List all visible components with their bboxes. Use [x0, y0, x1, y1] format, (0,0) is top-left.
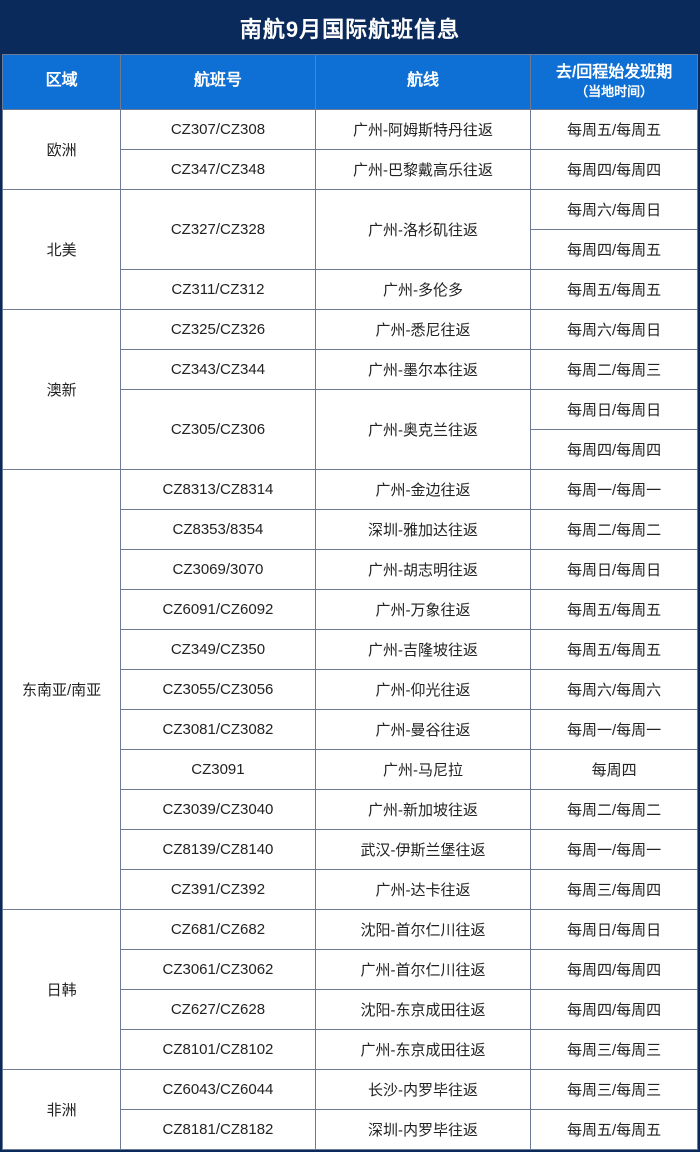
schedule-cell: 每周四/每周四: [531, 429, 698, 469]
schedule-cell: 每周日/每周日: [531, 389, 698, 429]
schedule-cell: 每周四/每周四: [531, 989, 698, 1029]
schedule-cell: 每周五/每周五: [531, 1109, 698, 1149]
table-row: 日韩CZ681/CZ682沈阳-首尔仁川往返每周日/每周日: [3, 909, 698, 949]
schedule-cell: 每周四/每周四: [531, 149, 698, 189]
col-header-flight: 航班号: [121, 55, 316, 110]
flight-number-cell: CZ3061/CZ3062: [121, 949, 316, 989]
schedule-cell: 每周五/每周五: [531, 269, 698, 309]
flight-number-cell: CZ8101/CZ8102: [121, 1029, 316, 1069]
route-cell: 广州-悉尼往返: [315, 309, 530, 349]
flight-table: 区域 航班号 航线 去/回程始发班期 （当地时间） 欧洲CZ307/CZ308广…: [2, 54, 698, 1150]
route-cell: 长沙-内罗毕往返: [315, 1069, 530, 1109]
flight-number-cell: CZ307/CZ308: [121, 109, 316, 149]
schedule-cell: 每周日/每周日: [531, 549, 698, 589]
region-cell: 欧洲: [3, 109, 121, 189]
route-cell: 深圳-雅加达往返: [315, 509, 530, 549]
table-row: 北美CZ327/CZ328广州-洛杉矶往返每周六/每周日: [3, 189, 698, 229]
route-cell: 广州-多伦多: [315, 269, 530, 309]
schedule-cell: 每周三/每周三: [531, 1069, 698, 1109]
flight-number-cell: CZ6043/CZ6044: [121, 1069, 316, 1109]
flight-number-cell: CZ3055/CZ3056: [121, 669, 316, 709]
schedule-cell: 每周五/每周五: [531, 109, 698, 149]
route-cell: 沈阳-东京成田往返: [315, 989, 530, 1029]
flight-number-cell: CZ8313/CZ8314: [121, 469, 316, 509]
schedule-cell: 每周一/每周一: [531, 469, 698, 509]
flight-number-cell: CZ347/CZ348: [121, 149, 316, 189]
col-header-route: 航线: [315, 55, 530, 110]
schedule-cell: 每周一/每周一: [531, 709, 698, 749]
flight-number-cell: CZ311/CZ312: [121, 269, 316, 309]
flight-number-cell: CZ343/CZ344: [121, 349, 316, 389]
flight-number-cell: CZ3091: [121, 749, 316, 789]
schedule-cell: 每周二/每周三: [531, 349, 698, 389]
flight-number-cell: CZ3039/CZ3040: [121, 789, 316, 829]
schedule-cell: 每周五/每周五: [531, 589, 698, 629]
schedule-cell: 每周二/每周二: [531, 509, 698, 549]
route-cell: 广州-洛杉矶往返: [315, 189, 530, 269]
route-cell: 广州-奥克兰往返: [315, 389, 530, 469]
route-cell: 广州-达卡往返: [315, 869, 530, 909]
table-header-row: 区域 航班号 航线 去/回程始发班期 （当地时间）: [3, 55, 698, 110]
region-cell: 日韩: [3, 909, 121, 1069]
route-cell: 广州-曼谷往返: [315, 709, 530, 749]
col-header-region: 区域: [3, 55, 121, 110]
route-cell: 广州-胡志明往返: [315, 549, 530, 589]
page-title: 南航9月国际航班信息: [2, 2, 698, 54]
route-cell: 广州-东京成田往返: [315, 1029, 530, 1069]
flight-number-cell: CZ327/CZ328: [121, 189, 316, 269]
flight-number-cell: CZ349/CZ350: [121, 629, 316, 669]
schedule-cell: 每周三/每周四: [531, 869, 698, 909]
flight-number-cell: CZ6091/CZ6092: [121, 589, 316, 629]
route-cell: 广州-首尔仁川往返: [315, 949, 530, 989]
route-cell: 广州-阿姆斯特丹往返: [315, 109, 530, 149]
schedule-cell: 每周四/每周五: [531, 229, 698, 269]
flight-number-cell: CZ627/CZ628: [121, 989, 316, 1029]
flight-number-cell: CZ681/CZ682: [121, 909, 316, 949]
table-row: 非洲CZ6043/CZ6044长沙-内罗毕往返每周三/每周三: [3, 1069, 698, 1109]
col-header-schedule: 去/回程始发班期 （当地时间）: [531, 55, 698, 110]
flight-number-cell: CZ305/CZ306: [121, 389, 316, 469]
flight-number-cell: CZ391/CZ392: [121, 869, 316, 909]
table-row: 澳新CZ325/CZ326广州-悉尼往返每周六/每周日: [3, 309, 698, 349]
flight-number-cell: CZ8353/8354: [121, 509, 316, 549]
route-cell: 广州-万象往返: [315, 589, 530, 629]
route-cell: 广州-巴黎戴高乐往返: [315, 149, 530, 189]
route-cell: 广州-墨尔本往返: [315, 349, 530, 389]
schedule-cell: 每周四/每周四: [531, 949, 698, 989]
schedule-cell: 每周二/每周二: [531, 789, 698, 829]
route-cell: 广州-新加坡往返: [315, 789, 530, 829]
flight-number-cell: CZ3069/3070: [121, 549, 316, 589]
schedule-cell: 每周六/每周六: [531, 669, 698, 709]
flight-number-cell: CZ8181/CZ8182: [121, 1109, 316, 1149]
schedule-cell: 每周四: [531, 749, 698, 789]
region-cell: 澳新: [3, 309, 121, 469]
flight-number-cell: CZ3081/CZ3082: [121, 709, 316, 749]
table-row: 东南亚/南亚CZ8313/CZ8314广州-金边往返每周一/每周一: [3, 469, 698, 509]
region-cell: 非洲: [3, 1069, 121, 1149]
schedule-cell: 每周五/每周五: [531, 629, 698, 669]
region-cell: 北美: [3, 189, 121, 309]
table-row: 欧洲CZ307/CZ308广州-阿姆斯特丹往返每周五/每周五: [3, 109, 698, 149]
schedule-cell: 每周六/每周日: [531, 189, 698, 229]
flight-number-cell: CZ8139/CZ8140: [121, 829, 316, 869]
route-cell: 广州-仰光往返: [315, 669, 530, 709]
route-cell: 武汉-伊斯兰堡往返: [315, 829, 530, 869]
route-cell: 沈阳-首尔仁川往返: [315, 909, 530, 949]
route-cell: 广州-金边往返: [315, 469, 530, 509]
schedule-cell: 每周日/每周日: [531, 909, 698, 949]
route-cell: 广州-吉隆坡往返: [315, 629, 530, 669]
schedule-cell: 每周三/每周三: [531, 1029, 698, 1069]
schedule-cell: 每周六/每周日: [531, 309, 698, 349]
route-cell: 广州-马尼拉: [315, 749, 530, 789]
route-cell: 深圳-内罗毕往返: [315, 1109, 530, 1149]
schedule-cell: 每周一/每周一: [531, 829, 698, 869]
region-cell: 东南亚/南亚: [3, 469, 121, 909]
table-container: 南航9月国际航班信息 区域 航班号 航线 去/回程始发班期 （当地时间） 欧洲C…: [0, 0, 700, 1152]
flight-number-cell: CZ325/CZ326: [121, 309, 316, 349]
